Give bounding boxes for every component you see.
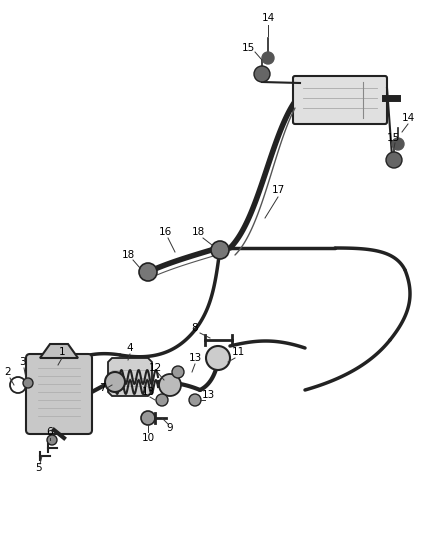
Circle shape: [189, 394, 201, 406]
Circle shape: [392, 138, 404, 150]
Circle shape: [156, 394, 168, 406]
Text: 5: 5: [35, 463, 41, 473]
Circle shape: [105, 372, 125, 392]
Text: 3: 3: [19, 357, 25, 367]
Circle shape: [139, 263, 157, 281]
Text: 11: 11: [231, 347, 245, 357]
FancyBboxPatch shape: [293, 76, 387, 124]
Text: 18: 18: [121, 250, 134, 260]
Text: 7: 7: [99, 383, 105, 393]
Text: 17: 17: [272, 185, 285, 195]
Circle shape: [47, 435, 57, 445]
Circle shape: [211, 241, 229, 259]
Circle shape: [386, 152, 402, 168]
Text: 12: 12: [148, 363, 162, 373]
Text: 18: 18: [191, 227, 205, 237]
Circle shape: [254, 66, 270, 82]
FancyBboxPatch shape: [26, 354, 92, 434]
Circle shape: [262, 52, 274, 64]
Text: 13: 13: [141, 387, 155, 397]
Polygon shape: [108, 358, 152, 396]
Circle shape: [206, 346, 230, 370]
Text: 15: 15: [386, 133, 399, 143]
Text: 8: 8: [192, 323, 198, 333]
Text: 4: 4: [127, 343, 133, 353]
Circle shape: [23, 378, 33, 388]
Text: 14: 14: [401, 113, 415, 123]
Circle shape: [141, 411, 155, 425]
Text: 16: 16: [159, 227, 172, 237]
Text: 13: 13: [201, 390, 215, 400]
Polygon shape: [40, 344, 78, 358]
Text: 2: 2: [5, 367, 11, 377]
Text: 14: 14: [261, 13, 275, 23]
Text: 10: 10: [141, 433, 155, 443]
Text: 15: 15: [241, 43, 254, 53]
Circle shape: [172, 366, 184, 378]
Text: 6: 6: [47, 427, 53, 437]
Text: 9: 9: [167, 423, 173, 433]
Text: 1: 1: [59, 347, 65, 357]
Text: 13: 13: [188, 353, 201, 363]
Circle shape: [159, 374, 181, 396]
